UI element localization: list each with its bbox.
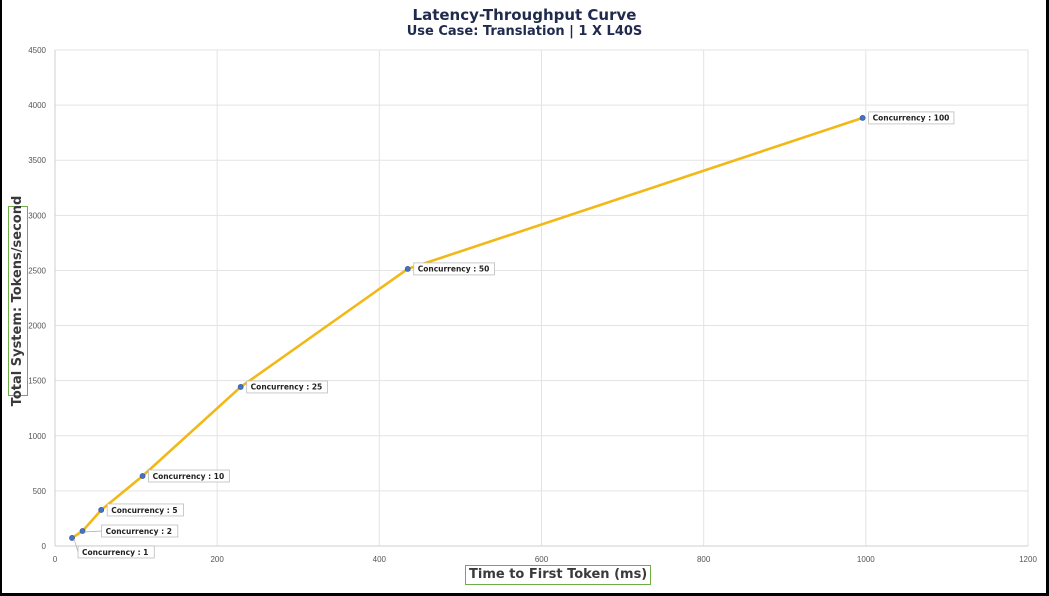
y-axis-title-text: Total System: Tokens/second — [10, 195, 25, 407]
data-label: Concurrency : 5 — [111, 506, 177, 515]
x-tick-label: 1000 — [857, 555, 875, 564]
chart-subtitle: Use Case: Translation | 1 X L40S — [406, 24, 643, 39]
data-label-box — [101, 524, 179, 538]
x-tick-label: 1200 — [1019, 555, 1037, 564]
data-label-box — [148, 469, 230, 483]
y-tick-label: 1000 — [28, 432, 46, 441]
data-label-box — [77, 545, 155, 559]
y-tick-label: 3500 — [28, 156, 46, 165]
y-axis-title: Total System: Tokens/second — [8, 196, 28, 406]
x-tick-label: 600 — [535, 555, 549, 564]
y-tick-label: 4500 — [28, 46, 46, 55]
y-tick-label: 2000 — [28, 322, 46, 331]
y-tick-label: 0 — [42, 542, 47, 551]
data-label-box — [246, 380, 328, 394]
x-tick-label: 200 — [210, 555, 224, 564]
y-tick-label: 500 — [33, 487, 47, 496]
data-point-marker — [98, 507, 105, 513]
x-tick-label: 0 — [53, 555, 58, 564]
x-tick-label: 400 — [373, 555, 387, 564]
data-point-marker — [237, 384, 244, 390]
data-label: Concurrency : 25 — [251, 383, 323, 392]
data-point-marker — [139, 473, 146, 479]
data-point-marker — [404, 266, 411, 272]
data-label-leader — [84, 530, 102, 533]
data-label: Concurrency : 1 — [82, 548, 148, 557]
data-point-marker — [79, 528, 86, 534]
data-label-leader — [73, 538, 79, 553]
x-axis-title: Time to First Token (ms) — [465, 565, 652, 585]
data-label: Concurrency : 10 — [153, 472, 225, 481]
y-tick-label: 1500 — [28, 377, 46, 386]
data-label: Concurrency : 100 — [873, 114, 950, 123]
data-label: Concurrency : 50 — [418, 265, 490, 274]
data-label-box — [106, 503, 184, 517]
y-tick-label: 4000 — [28, 101, 46, 110]
y-tick-label: 2500 — [28, 266, 46, 275]
data-point-marker — [859, 114, 866, 121]
x-tick-label: 800 — [697, 555, 711, 564]
data-label: Concurrency : 2 — [106, 527, 172, 536]
data-label-box — [413, 262, 495, 276]
data-label-box — [868, 111, 955, 125]
y-tick-label: 3000 — [28, 211, 46, 220]
data-point-marker — [69, 535, 75, 541]
chart-title: Latency-Throughput Curve — [412, 6, 637, 24]
